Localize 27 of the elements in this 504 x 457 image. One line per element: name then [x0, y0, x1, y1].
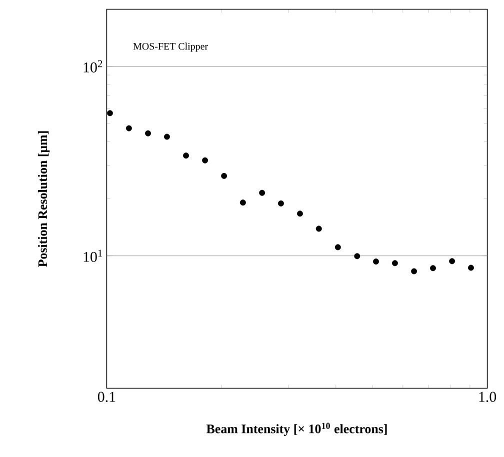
point — [221, 172, 228, 179]
point — [334, 244, 341, 250]
point — [392, 260, 398, 266]
point — [183, 152, 190, 159]
y-axis-title: Position Resolution [μm] — [38, 131, 50, 267]
point — [296, 210, 303, 217]
x-tick-label: 0.1 — [98, 392, 116, 402]
x-tick-label: 1.0 — [479, 392, 496, 402]
y-tick-label: 10$^{1}$ — [84, 250, 102, 262]
point — [468, 264, 474, 271]
point — [202, 157, 208, 164]
point — [354, 253, 360, 260]
x-axis-title: Beam Intensity [× 10$^{10}$ electrons] — [206, 422, 387, 436]
point — [240, 200, 246, 206]
point — [449, 258, 456, 264]
point — [164, 134, 170, 140]
y-tick-label: 10$^{2}$ — [84, 60, 102, 72]
annotation: MOS-FET Clipper — [133, 42, 208, 52]
point — [145, 130, 152, 136]
point — [126, 125, 132, 132]
point — [411, 268, 418, 274]
point — [278, 200, 284, 206]
point — [430, 265, 436, 272]
point — [316, 226, 322, 232]
point — [373, 258, 379, 265]
point — [259, 190, 266, 196]
point — [106, 110, 113, 116]
